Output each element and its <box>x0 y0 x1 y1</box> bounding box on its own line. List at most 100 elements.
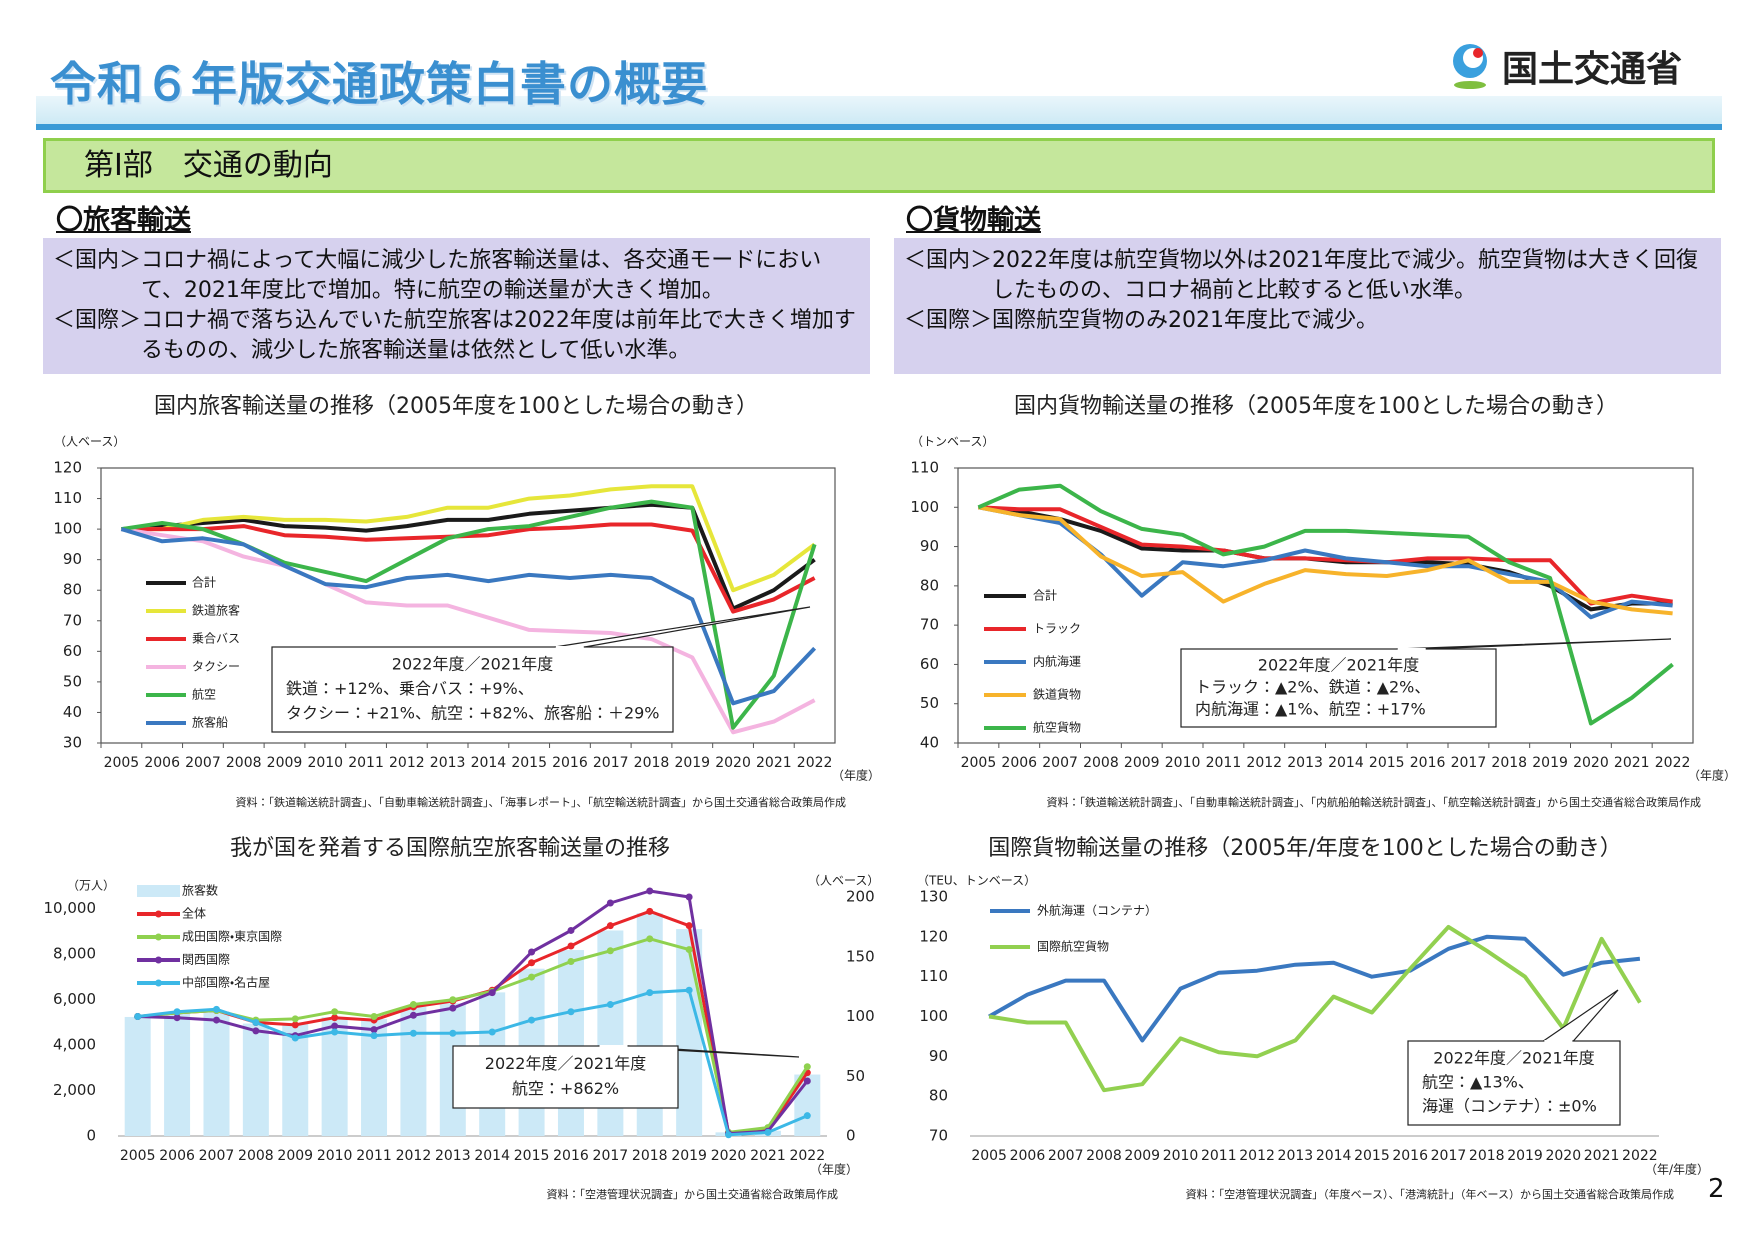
x-axis-unit: （年度） <box>810 1163 858 1177</box>
series-line <box>137 889 809 1136</box>
passenger-heading: 〇旅客輸送 <box>56 205 191 236</box>
y-tick-label: 90 <box>929 1047 948 1065</box>
x-tick-label: 2009 <box>267 755 303 771</box>
freight-heading: 〇貨物輸送 <box>906 205 1041 236</box>
series-marker <box>803 1063 811 1071</box>
legend-label: トラック <box>1033 622 1081 636</box>
x-tick-label: 2020 <box>1573 755 1609 771</box>
callout-title: 2022年度／2021年度 <box>392 655 553 674</box>
callout-title: 2022年度／2021年度 <box>1258 656 1419 675</box>
series-marker <box>252 1027 260 1035</box>
y2-tick-label: 100 <box>846 1007 875 1025</box>
series-marker <box>606 922 614 930</box>
x-tick-label: 2017 <box>593 755 629 771</box>
series-line <box>121 484 816 593</box>
x-axis-unit: （年度） <box>1688 769 1736 783</box>
x-tick-label: 2007 <box>1042 755 1078 771</box>
y-tick-label: 80 <box>929 1087 948 1105</box>
y-tick-label: 100 <box>910 498 939 516</box>
x-tick-label: 2005 <box>961 755 997 771</box>
x-tick-label: 2015 <box>511 755 547 771</box>
source-note: 資料：「鉄道輸送統計調査」、「自動車輸送統計調査」、「海事レポート」、「航空輸送… <box>236 795 847 809</box>
x-tick-label: 2015 <box>1354 1148 1390 1164</box>
y-tick-label: 4,000 <box>53 1035 96 1053</box>
series-marker <box>370 1013 378 1020</box>
series-marker <box>528 973 536 981</box>
y-tick-label: 10,000 <box>44 899 97 917</box>
x-tick-label: 2010 <box>1165 755 1201 771</box>
y-axis-unit: （TEU、トンベース） <box>917 874 1036 888</box>
series-line <box>988 924 1642 1093</box>
page-title: 令和６年版交通政策白書の概要 <box>50 57 708 111</box>
series-line <box>121 527 816 735</box>
x-tick-label: 2015 <box>1369 755 1405 771</box>
series-marker <box>449 1029 457 1037</box>
x-tick-label: 2009 <box>1124 1148 1160 1164</box>
summary-tag: ＜国際＞ <box>904 308 993 333</box>
series-line <box>977 483 1674 726</box>
series-marker <box>291 1021 299 1029</box>
y-tick-label: 120 <box>919 927 948 945</box>
x-axis-unit: （年度） <box>832 769 880 783</box>
x-tick-label: 2014 <box>1316 1148 1352 1164</box>
y-tick-label: 60 <box>920 655 939 673</box>
source-note: 資料：「鉄道輸送統計調査」、「自動車輸送統計調査」、「内航船舶輸送統計調査」、「… <box>1047 795 1702 809</box>
callout-text: 航空：▲13%、 <box>1422 1073 1534 1092</box>
x-tick-label: 2008 <box>238 1148 274 1164</box>
y-tick-label: 90 <box>63 550 82 568</box>
legend-label: 航空 <box>192 688 216 702</box>
source-note: 資料：「空港管理状況調査」（年度ベース）、「港湾統計」（年ベース）から国土交通省… <box>1186 1187 1674 1201</box>
callout-box <box>452 1045 679 1109</box>
bar <box>124 1016 151 1136</box>
x-tick-label: 2011 <box>356 1148 392 1164</box>
bar <box>164 1012 191 1136</box>
series-line <box>137 988 808 1137</box>
y-axis-unit: （万人） <box>67 879 115 893</box>
x-tick-label: 2017 <box>1431 1148 1467 1164</box>
series-marker <box>567 958 575 966</box>
y-axis-unit: （人ベース） <box>54 435 125 449</box>
series-marker <box>606 899 614 907</box>
y-tick-label: 100 <box>919 1007 948 1025</box>
legend-label: 国際航空貨物 <box>1037 939 1109 954</box>
y-tick-label: 110 <box>919 967 948 985</box>
series-marker <box>567 1008 575 1016</box>
x-tick-label: 2019 <box>671 1148 707 1164</box>
series-marker <box>252 1018 260 1026</box>
y2-tick-label: 150 <box>846 947 875 965</box>
y2-tick-label: 200 <box>846 888 875 906</box>
series-marker <box>528 948 536 956</box>
summary-text: 国際航空貨物のみ2021年度比で減少。 <box>992 308 1379 333</box>
legend-label: 乗合バス <box>192 632 240 646</box>
y-tick-label: 110 <box>53 489 82 507</box>
series-marker <box>567 926 575 934</box>
x-tick-label: 2012 <box>1239 1148 1275 1164</box>
summary-row: ＜国内＞ コロナ禍によって大幅に減少した旅客輸送量は、各交通モードにおいて、202… <box>53 246 860 306</box>
callout-title: 2022年度／2021年度 <box>485 1054 646 1073</box>
series-marker <box>134 1013 142 1020</box>
callout-text: 鉄道：+12%、乗合バス：+9%、 <box>286 679 534 698</box>
y-tick-label: 40 <box>920 734 939 752</box>
series-marker <box>331 1014 339 1022</box>
x-tick-label: 2005 <box>971 1148 1007 1164</box>
series-marker <box>409 1029 417 1037</box>
callout-text: 海運（コンテナ）：±0% <box>1422 1097 1597 1116</box>
legend-label: 合計 <box>1033 588 1057 603</box>
x-tick-label: 2014 <box>471 755 507 771</box>
x-tick-label: 2018 <box>634 755 670 771</box>
logo: 国土交通省 <box>1448 40 1682 92</box>
legend-label: 合計 <box>192 575 216 590</box>
series-marker <box>291 1034 299 1042</box>
callout-text: タクシー：+21%、航空：+82%、旅客船：＋29% <box>286 703 660 722</box>
x-tick-label: 2022 <box>1655 755 1691 771</box>
summary-tag: ＜国内＞ <box>904 248 993 273</box>
x-tick-label: 2007 <box>185 755 221 771</box>
series-marker <box>409 1001 417 1009</box>
y-tick-label: 70 <box>920 616 939 634</box>
x-tick-label: 2020 <box>1545 1148 1581 1164</box>
section-title: 第Ⅰ部 交通の動向 <box>43 138 1715 193</box>
x-tick-label: 2011 <box>348 755 384 771</box>
x-tick-label: 2011 <box>1201 1148 1237 1164</box>
